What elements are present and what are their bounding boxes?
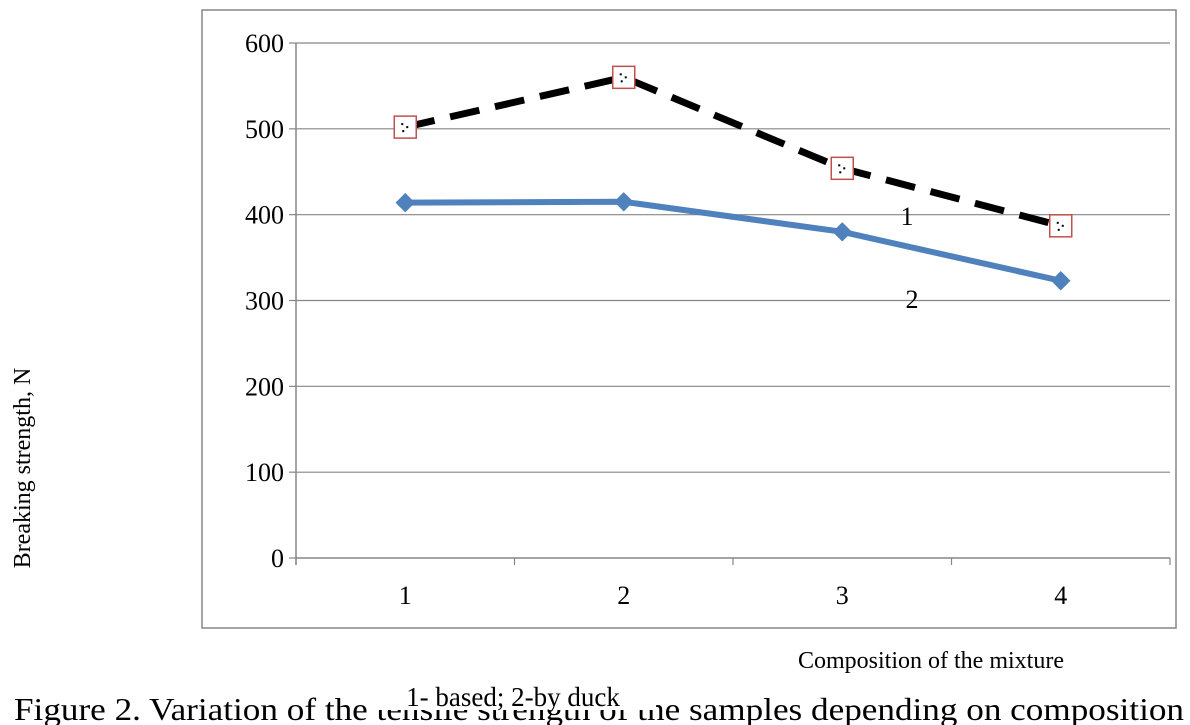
y-tick-label: 300 bbox=[245, 287, 284, 316]
data-point-duck bbox=[832, 222, 852, 242]
series-line-based bbox=[404, 73, 1062, 230]
marker-dot bbox=[838, 164, 841, 167]
data-point-duck bbox=[1051, 271, 1071, 291]
x-tick-label: 4 bbox=[1054, 581, 1067, 610]
data-point-based bbox=[393, 115, 417, 139]
series-labels: 12 bbox=[901, 202, 919, 314]
marker-dot bbox=[624, 76, 627, 79]
axes bbox=[289, 42, 1171, 565]
data-point-based bbox=[612, 65, 636, 90]
marker-dot bbox=[1061, 224, 1064, 227]
x-axis-title: Composition of the mixture bbox=[798, 648, 1064, 674]
series-label-duck: 2 bbox=[906, 285, 919, 314]
marker-dot bbox=[1057, 228, 1060, 231]
marker-dot bbox=[406, 126, 409, 129]
marker-dot bbox=[402, 130, 405, 133]
y-tick-label: 0 bbox=[271, 544, 284, 573]
series-label-based: 1 bbox=[901, 202, 914, 231]
x-tick-label: 3 bbox=[836, 581, 849, 610]
marker-dot bbox=[843, 167, 846, 170]
data-point-duck bbox=[614, 192, 634, 212]
marker-dot bbox=[401, 123, 404, 126]
y-tick-label: 400 bbox=[245, 201, 284, 230]
data-point-based bbox=[830, 156, 854, 181]
y-tick-label: 500 bbox=[245, 115, 284, 144]
legend-note: 1- based; 2-by duck bbox=[406, 682, 620, 712]
data-point-based bbox=[1049, 214, 1073, 238]
y-tick-label: 200 bbox=[245, 372, 284, 401]
chart-border bbox=[201, 9, 1177, 629]
y-tick-label: 100 bbox=[245, 458, 284, 487]
y-tick-label: 600 bbox=[245, 29, 284, 58]
x-tick-label: 1 bbox=[399, 581, 412, 610]
marker-dot bbox=[620, 80, 623, 83]
gridlines bbox=[296, 42, 1170, 473]
marker-dot bbox=[839, 171, 842, 174]
series-group bbox=[393, 65, 1073, 291]
y-tick-labels: 0 100 200 300 400 500 600 bbox=[245, 29, 284, 573]
x-tick-labels: 1 2 3 4 bbox=[399, 581, 1068, 610]
x-tick-label: 2 bbox=[617, 581, 630, 610]
marker-dot bbox=[1056, 221, 1059, 224]
series-line-duck bbox=[405, 198, 1062, 284]
legend-note-backdrop bbox=[372, 682, 656, 710]
y-axis-title: Breaking strength, N bbox=[10, 368, 36, 569]
marker-dot bbox=[619, 73, 622, 76]
data-point-duck bbox=[395, 192, 415, 213]
